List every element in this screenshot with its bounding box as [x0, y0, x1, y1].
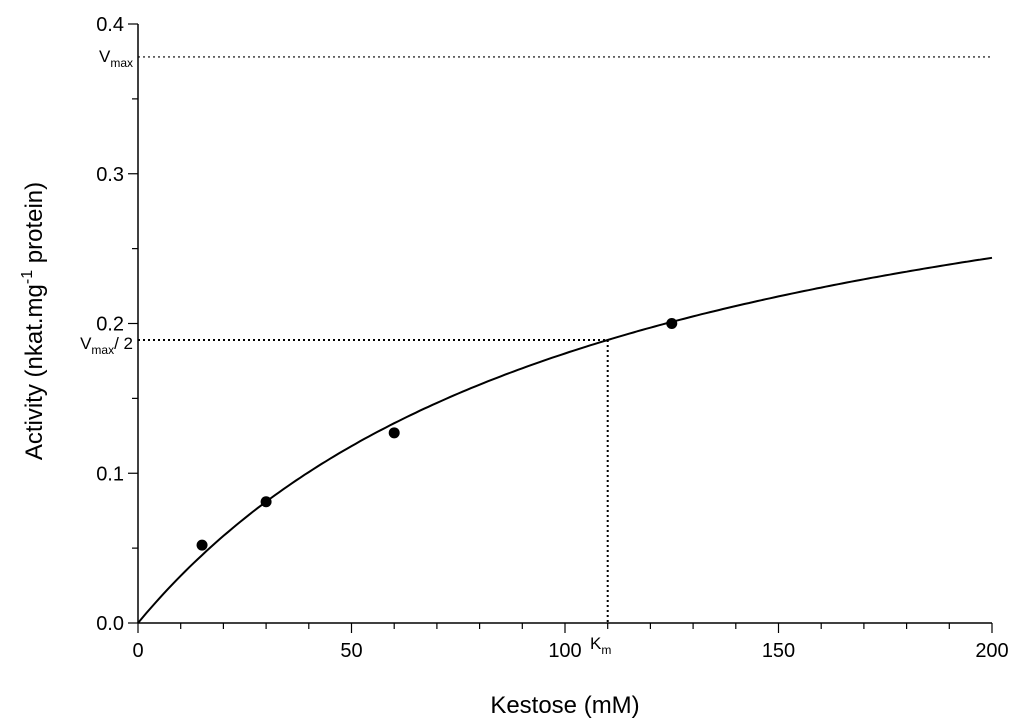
- data-point: [388, 427, 400, 439]
- y-tick-label: 0.1: [96, 463, 124, 485]
- half-vmax-label-suffix: / 2: [114, 334, 133, 353]
- vmax-label-main: V: [99, 47, 111, 66]
- x-tick-label: 200: [975, 640, 1008, 662]
- half-vmax-label-sub: max: [91, 343, 114, 357]
- data-point: [666, 318, 678, 329]
- reference-lines: [138, 56, 992, 623]
- x-tick-label: 100: [548, 640, 581, 662]
- y-tick-label: 0.4: [96, 14, 124, 36]
- y-axis-title-prefix: Activity (nkat.mg: [21, 284, 48, 460]
- y-tick-label: 0.0: [96, 613, 124, 635]
- half-vmax-label: Vmax/ 2: [80, 334, 133, 357]
- half-vmax-label-main: V: [80, 334, 92, 353]
- y-axis-title: Activity (nkat.mg-1 protein): [19, 182, 48, 460]
- tick-labels: 0 50 100 150 200 0.0 0.1 0.2 0.3 0.4: [96, 14, 1009, 662]
- vmax-label-sub: max: [110, 56, 133, 70]
- axes: [128, 23, 993, 633]
- km-label-main: K: [590, 634, 602, 653]
- y-tick-label: 0.2: [96, 314, 124, 336]
- vmax-label: Vmax: [99, 47, 133, 70]
- data-points: [196, 318, 678, 551]
- x-tick-label: 0: [132, 640, 143, 662]
- y-axis-title-suffix: protein): [21, 182, 48, 270]
- x-tick-label: 50: [340, 640, 362, 662]
- y-axis-title-superscript: -1: [19, 270, 36, 284]
- km-label: Km: [590, 634, 611, 657]
- x-tick-label: 150: [762, 640, 795, 662]
- km-label-sub: m: [601, 643, 611, 657]
- x-axis-title: Kestose (mM): [490, 692, 639, 719]
- y-tick-label: 0.3: [96, 164, 124, 186]
- data-point: [196, 539, 208, 551]
- data-point: [260, 496, 272, 508]
- fit-curve: [137, 256, 993, 624]
